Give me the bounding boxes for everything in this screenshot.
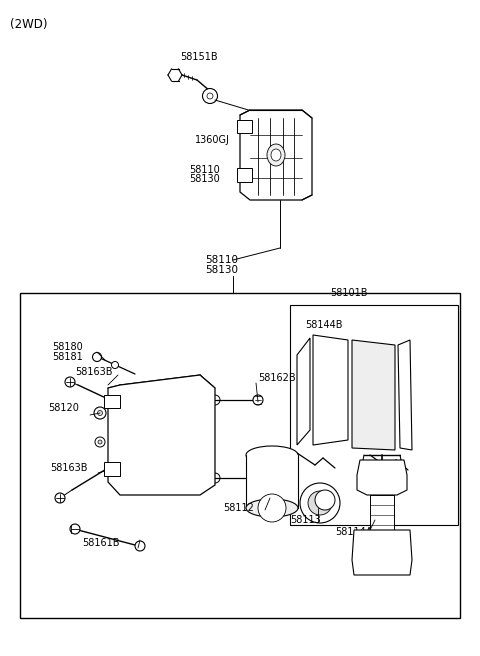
Circle shape [108, 465, 116, 473]
Text: 58162B: 58162B [258, 373, 296, 383]
Polygon shape [237, 168, 252, 182]
Circle shape [365, 364, 381, 380]
Text: 58113: 58113 [290, 515, 321, 525]
Circle shape [300, 483, 340, 523]
Bar [20, 293, 460, 618]
Text: 58110: 58110 [189, 165, 220, 175]
Text: 58163B: 58163B [50, 463, 87, 473]
Polygon shape [297, 338, 310, 445]
Text: 58180: 58180 [52, 342, 83, 352]
Bar [290, 305, 458, 525]
Circle shape [98, 440, 102, 444]
Circle shape [95, 437, 105, 447]
Ellipse shape [246, 446, 298, 464]
Circle shape [365, 412, 381, 428]
Bar [246, 455, 298, 510]
Circle shape [373, 468, 391, 486]
Ellipse shape [143, 407, 181, 462]
Circle shape [323, 408, 337, 422]
Polygon shape [104, 395, 120, 408]
Text: 58151B: 58151B [180, 52, 217, 62]
Circle shape [308, 491, 332, 515]
Circle shape [97, 411, 103, 415]
Circle shape [207, 93, 213, 99]
Text: 58110: 58110 [205, 255, 238, 265]
Text: 58144B: 58144B [305, 320, 343, 330]
Polygon shape [352, 530, 412, 575]
Polygon shape [313, 335, 348, 445]
Ellipse shape [367, 546, 397, 560]
Text: 58181: 58181 [52, 352, 83, 362]
Circle shape [253, 473, 263, 483]
Circle shape [253, 395, 263, 405]
Text: 58101B: 58101B [330, 288, 368, 298]
Polygon shape [398, 340, 412, 450]
Circle shape [210, 473, 220, 483]
Circle shape [65, 377, 75, 387]
Ellipse shape [374, 549, 390, 557]
Ellipse shape [134, 398, 190, 472]
Ellipse shape [267, 144, 285, 166]
Circle shape [135, 541, 145, 551]
Text: 58130: 58130 [189, 174, 220, 184]
Text: 58163B: 58163B [75, 367, 112, 377]
Circle shape [210, 395, 220, 405]
Circle shape [315, 490, 335, 510]
Text: 1360GJ: 1360GJ [195, 135, 230, 145]
Text: (2WD): (2WD) [10, 18, 48, 31]
Circle shape [378, 473, 386, 481]
Text: 58112: 58112 [223, 503, 254, 513]
Circle shape [258, 494, 286, 522]
Bar [370, 495, 394, 530]
Circle shape [111, 361, 119, 369]
Polygon shape [357, 460, 407, 495]
Circle shape [55, 493, 65, 503]
Ellipse shape [246, 499, 298, 517]
Polygon shape [352, 340, 395, 450]
Polygon shape [237, 120, 252, 133]
Text: 58161B: 58161B [82, 538, 120, 548]
Circle shape [323, 361, 337, 375]
Text: 58120: 58120 [48, 403, 79, 413]
Circle shape [240, 171, 248, 179]
Text: 58144B: 58144B [368, 470, 406, 480]
Text: 58130: 58130 [205, 265, 238, 275]
Ellipse shape [271, 149, 281, 161]
Circle shape [240, 123, 248, 131]
Polygon shape [240, 110, 312, 200]
Polygon shape [104, 462, 120, 476]
Circle shape [203, 89, 217, 104]
Polygon shape [108, 375, 215, 495]
Text: 58114A: 58114A [335, 527, 372, 537]
Circle shape [93, 352, 101, 361]
Circle shape [94, 407, 106, 419]
Circle shape [70, 524, 80, 534]
Circle shape [108, 397, 116, 405]
